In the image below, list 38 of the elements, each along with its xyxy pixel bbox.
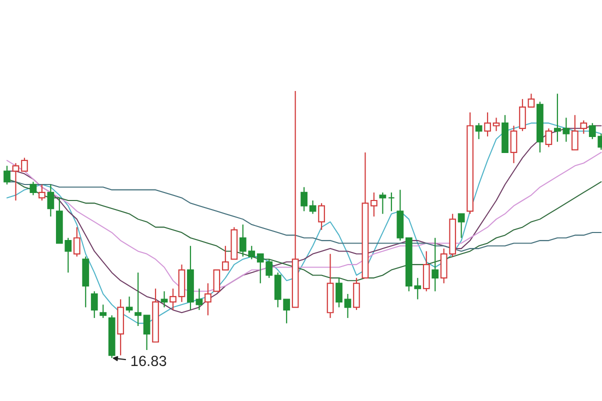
candlestick [12,162,20,202]
candlestick [336,277,342,308]
candlestick [370,192,378,218]
candlestick [432,237,439,292]
candlestick [4,165,10,186]
candlestick [160,290,168,308]
candlestick [388,192,395,212]
candlestick [492,117,500,132]
candlestick [484,112,491,137]
candlestick [170,288,176,311]
candlestick [510,125,518,164]
candlestick [545,128,552,148]
candlestick [222,245,229,270]
candlestick [580,120,588,134]
candlestick [379,192,386,214]
candlestick [196,288,203,311]
candlestick [143,314,150,351]
candlestick [300,186,308,212]
candlestick [100,304,107,319]
candlestick [475,122,482,140]
candlestick [90,290,98,319]
annotation: 16.83 [131,356,166,366]
candlestick [21,157,28,172]
candlestick [134,272,142,327]
candlestick [213,269,220,292]
candlestick [126,296,133,314]
candlestick [528,93,535,108]
candlestick [458,213,465,238]
candlestick [73,226,80,258]
candlestick [38,184,46,202]
candlestick [309,200,316,214]
candlestick [318,202,325,230]
candlestick [47,184,54,218]
candlestick [519,98,526,132]
candlestick [30,181,37,196]
candlestick [204,282,212,316]
candlestick [571,114,578,150]
candlestick [344,293,352,319]
